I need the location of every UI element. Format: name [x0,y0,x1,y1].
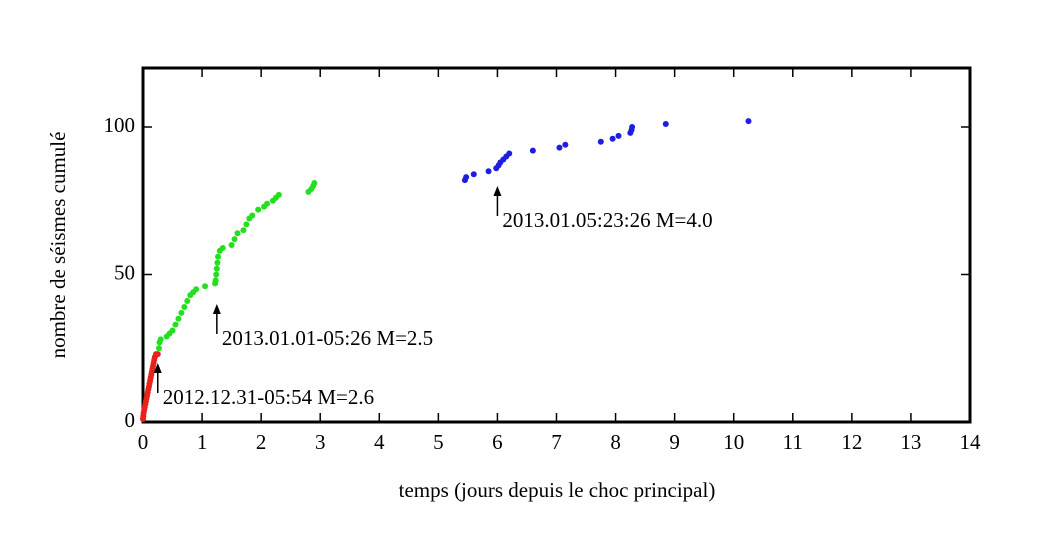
y-tick-label: 100 [104,113,136,137]
point [212,277,219,284]
annotation-arrowhead [212,304,221,314]
y-axis-label: nombre de séismes cumulé [46,132,70,359]
point [234,230,241,237]
plot-frame [141,66,972,424]
point [463,174,470,181]
point [264,200,271,207]
x-tick-label: 4 [374,430,385,454]
y-tick-label: 50 [114,260,135,284]
point [184,298,191,305]
point [155,345,162,352]
point [745,118,752,125]
point [609,135,616,142]
annotation: 2012.12.31-05:54 M=2.6 [163,385,374,409]
x-tick-label: 12 [841,430,862,454]
point [470,171,477,178]
annotation: 2013.01.05:23:26 M=4.0 [502,208,712,232]
point [249,212,256,219]
x-tick-label: 14 [960,430,982,454]
point [172,321,179,328]
point [255,206,262,213]
point [556,144,563,151]
point [529,147,536,154]
x-tick-label: 1 [197,430,208,454]
point [228,242,235,248]
x-tick-label: 6 [492,430,503,454]
x-tick-label: 7 [551,430,562,454]
x-tick-label: 10 [723,430,744,454]
y-tick-label: 0 [125,408,136,432]
x-tick-label: 13 [900,430,921,454]
point [169,327,176,334]
x-axis-label: temps (jours depuis le choc principal) [399,478,716,502]
point [215,253,222,260]
x-tick-label: 9 [669,430,680,454]
point [662,121,669,128]
x-tick-label: 8 [610,430,621,454]
annotation-arrowhead [493,186,502,196]
point [485,168,492,175]
x-tick-label: 11 [783,430,803,454]
point [213,271,220,278]
point [214,259,221,266]
point [629,124,636,130]
point [181,303,188,310]
point [615,132,622,139]
point [243,221,250,228]
x-tick-label: 5 [433,430,444,454]
point [597,138,604,145]
annotation-arrowhead [153,363,162,373]
point [202,283,209,290]
point [154,351,161,358]
point [157,336,164,343]
point [175,315,182,322]
point [193,286,200,293]
point [506,150,513,157]
x-tick-label: 0 [138,430,149,454]
point [562,141,569,148]
point [219,244,226,251]
x-tick-label: 3 [315,430,326,454]
point [178,309,185,316]
point [311,180,318,187]
point [275,191,282,198]
x-tick-label: 2 [256,430,267,454]
point [240,227,247,234]
annotation: 2013.01.01-05:26 M=2.5 [222,326,433,350]
point [231,236,238,243]
point [213,265,220,272]
